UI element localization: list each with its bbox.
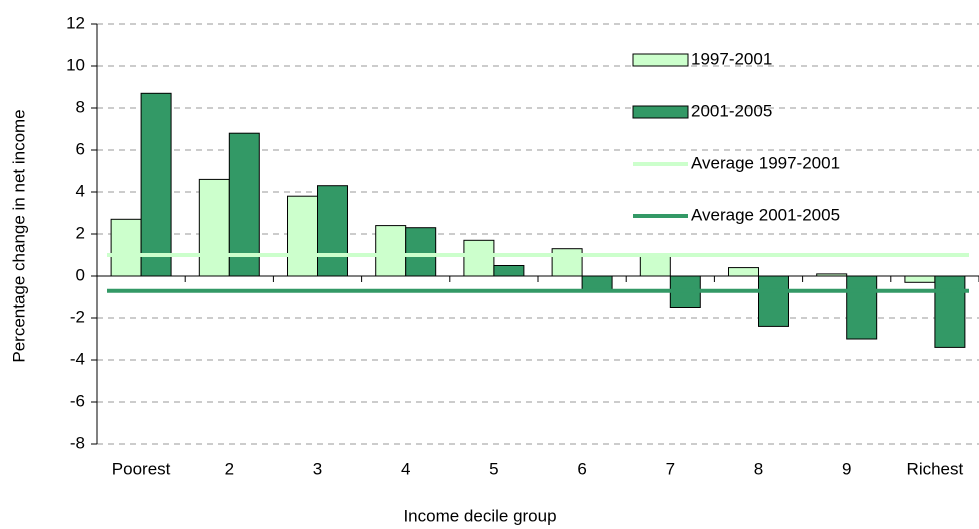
x-tick-label: 4	[401, 459, 410, 478]
y-axis-label: Percentage change in net income	[9, 109, 28, 362]
legend-label: 2001-2005	[691, 101, 772, 120]
legend-label: 1997-2001	[691, 49, 772, 68]
legend-label: Average 1997-2001	[691, 153, 840, 172]
x-tick-label: Richest	[907, 459, 964, 478]
y-tick-label: 6	[76, 139, 85, 158]
y-tick-label: -4	[70, 349, 85, 368]
bar	[904, 275, 936, 283]
y-tick-label: -6	[70, 391, 85, 410]
bar	[934, 275, 966, 348]
bar	[728, 267, 760, 277]
x-tick-label: 8	[754, 459, 763, 478]
bar	[375, 225, 407, 277]
x-tick-label: 3	[313, 459, 322, 478]
legend-label: Average 2001-2005	[691, 205, 840, 224]
bar	[110, 218, 142, 277]
y-tick-label: 12	[66, 13, 85, 32]
bar	[758, 275, 789, 327]
bar	[639, 254, 671, 277]
y-tick-label: 10	[66, 55, 85, 74]
bar	[493, 265, 525, 277]
bar	[846, 275, 878, 340]
bar	[581, 275, 613, 292]
bar	[816, 273, 848, 277]
x-tick-label: 5	[489, 459, 498, 478]
y-tick-label: 8	[76, 97, 85, 116]
bar	[228, 132, 260, 277]
bar	[287, 195, 318, 277]
bar	[198, 178, 230, 277]
bar	[317, 185, 348, 277]
y-tick-label: 0	[76, 265, 85, 284]
x-tick-label: 6	[577, 459, 586, 478]
x-tick-label: 7	[666, 459, 675, 478]
bar	[463, 239, 495, 277]
y-tick-label: -8	[70, 433, 85, 452]
x-tick-label: 9	[842, 459, 851, 478]
y-tick-label: 4	[76, 181, 85, 200]
bar	[551, 248, 583, 277]
x-axis-label: Income decile group	[403, 506, 556, 525]
y-tick-label: -2	[70, 307, 85, 326]
legend-swatch	[632, 105, 689, 119]
bar	[405, 227, 437, 277]
x-tick-label: Poorest	[112, 459, 171, 478]
y-tick-label: 2	[76, 223, 85, 242]
x-tick-label: 2	[225, 459, 234, 478]
bar	[140, 92, 172, 277]
legend-swatch	[632, 53, 689, 67]
